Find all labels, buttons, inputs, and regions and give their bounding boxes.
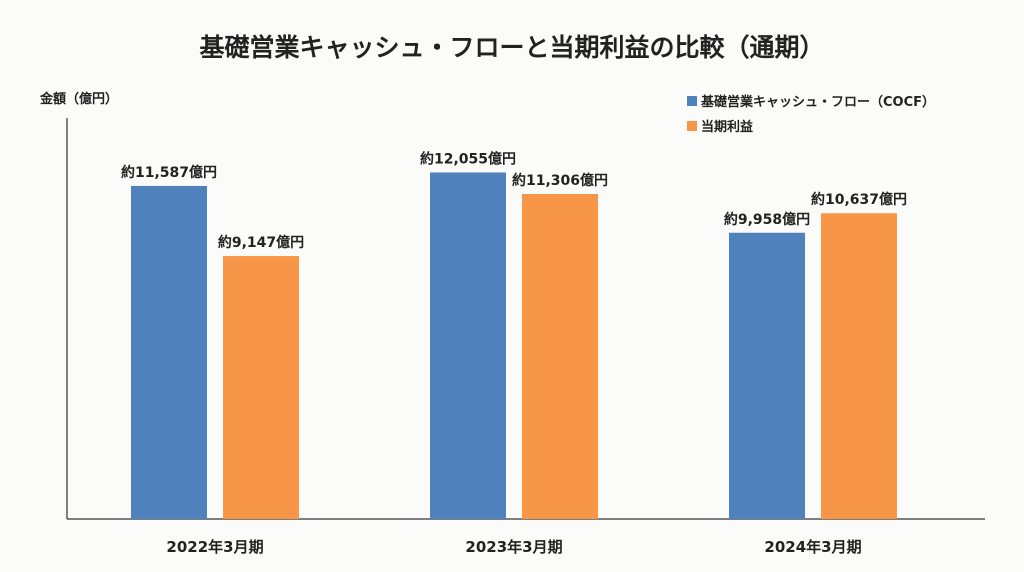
x-tick-label-2: 2024年3月期	[764, 538, 861, 556]
x-tick-label-0: 2022年3月期	[166, 538, 263, 556]
legend-label-net-income: 当期利益	[701, 119, 753, 135]
bar-cocf-2	[729, 232, 805, 519]
x-tick-label-1: 2023年3月期	[465, 538, 562, 556]
legend-label-cocf: 基礎営業キャッシュ・フロー（COCF）	[700, 94, 935, 110]
legend-swatch-cocf	[687, 96, 697, 106]
legend: 基礎営業キャッシュ・フロー（COCF） 当期利益	[687, 94, 935, 135]
data-label-net-income-2: 約10,637億円	[811, 191, 907, 208]
bar-cocf-0	[131, 185, 207, 519]
legend-swatch-net-income	[687, 121, 697, 131]
data-label-cocf-2: 約9,958億円	[724, 211, 810, 228]
chart-title: 基礎営業キャッシュ・フローと当期利益の比較（通期）	[199, 33, 824, 62]
bar-net-income-0	[223, 256, 299, 519]
data-label-net-income-0: 約9,147億円	[218, 234, 304, 251]
bars-group	[131, 172, 897, 520]
data-label-net-income-1: 約11,306億円	[512, 172, 608, 189]
x-tick-labels-group: 2022年3月期 2023年3月期 2024年3月期	[166, 538, 861, 556]
bar-net-income-2	[821, 213, 897, 520]
data-label-cocf-1: 約12,055億円	[420, 150, 516, 167]
bar-net-income-1	[522, 194, 598, 519]
bar-cocf-1	[430, 172, 506, 519]
y-axis-label: 金額（億円）	[39, 91, 118, 107]
data-label-cocf-0: 約11,587億円	[121, 164, 217, 181]
